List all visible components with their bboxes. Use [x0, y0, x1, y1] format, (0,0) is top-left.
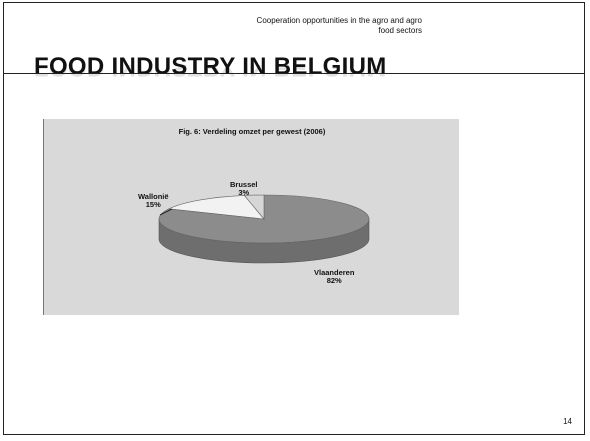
chart-title: Fig. 6: Verdeling omzet per gewest (2006… — [178, 127, 326, 136]
page-number: 14 — [563, 417, 572, 426]
slice-name-brussel: Brussel — [230, 180, 258, 189]
header-line-2: food sectors — [378, 26, 422, 35]
slice-label-vlaanderen: Vlaanderen 82% — [314, 269, 354, 285]
header-line-1: Cooperation opportunities in the agro an… — [256, 16, 422, 25]
slice-name-vlaanderen: Vlaanderen — [314, 268, 355, 277]
slice-label-wallonie: Wallonië 15% — [138, 193, 169, 209]
leader-line-wallonie — [159, 208, 173, 216]
pie-slice-wallonie — [167, 195, 265, 220]
slice-label-brussel: Brussel 3% — [230, 181, 258, 197]
slice-name-wallonie: Wallonië — [138, 192, 169, 201]
slide: Cooperation opportunities in the agro an… — [3, 2, 585, 435]
pie-slice-brussel — [243, 194, 265, 220]
slide-header: Cooperation opportunities in the agro an… — [184, 16, 422, 36]
slice-pct-brussel: 3% — [238, 188, 250, 197]
slice-pct-wallonie: 15% — [145, 200, 161, 209]
slide-title: FOOD INDUSTRY IN BELGIUM — [34, 53, 387, 80]
title-divider — [4, 73, 584, 74]
pie-chart-graphic — [158, 194, 370, 264]
pie-chart: Fig. 6: Verdeling omzet per gewest (2006… — [43, 119, 459, 315]
slice-pct-vlaanderen: 82% — [326, 276, 342, 285]
slide-title-reflection: FOOD INDUSTRY IN BELGIUM — [34, 65, 387, 79]
